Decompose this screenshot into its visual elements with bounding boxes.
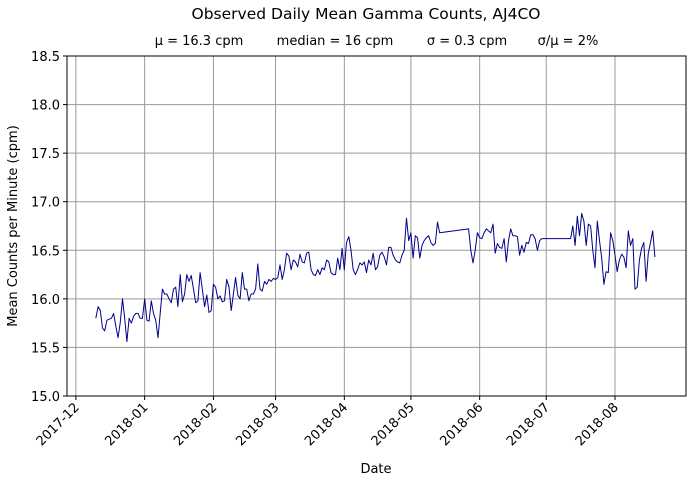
subtitle-mean: μ = 16.3 cpm (155, 34, 244, 49)
series-line (95, 212, 656, 343)
x-tick-label: 2018-04 (302, 400, 351, 449)
x-tick-label: 2018-07 (504, 400, 553, 449)
x-tick-label: 2018-08 (573, 400, 622, 449)
x-axis: 2017-12 2018-01 2018-02 2018-03 2018-04 2018-… (34, 396, 622, 449)
y-tick-label: 18.5 (31, 50, 60, 65)
subtitle-ratio: σ/μ = 2% (538, 34, 599, 49)
x-tick-label: 2018-01 (102, 400, 151, 449)
y-tick-label: 17.0 (31, 196, 60, 211)
x-axis-label: Date (360, 462, 391, 477)
x-tick-label: 2017-12 (34, 400, 83, 449)
subtitle-median: median = 16 cpm (277, 34, 394, 49)
x-tick-label: 2018-03 (233, 400, 282, 449)
y-tick-label: 15.5 (31, 341, 60, 356)
y-tick-label: 16.0 (31, 293, 60, 308)
subtitle-sigma: σ = 0.3 cpm (427, 34, 507, 49)
grid (67, 55, 686, 397)
y-tick-label: 16.5 (31, 244, 60, 259)
y-tick-label: 15.0 (31, 390, 60, 405)
chart-subtitle: μ = 16.3 cpm median = 16 cpm σ = 0.3 cpm… (155, 34, 599, 49)
y-tick-label: 17.5 (31, 147, 60, 162)
x-tick-label: 2018-02 (171, 400, 220, 449)
y-tick-label: 18.0 (31, 99, 60, 114)
y-axis: 15.0 15.5 16.0 16.5 17.0 17.5 18.0 18.5 (31, 50, 67, 405)
y-axis-label: Mean Counts per Minute (cpm) (6, 125, 21, 327)
chart-title: Observed Daily Mean Gamma Counts, AJ4CO (192, 5, 541, 23)
x-tick-label: 2018-05 (369, 400, 418, 449)
plot-frame (66, 55, 687, 397)
x-tick-label: 2018-06 (437, 400, 486, 449)
